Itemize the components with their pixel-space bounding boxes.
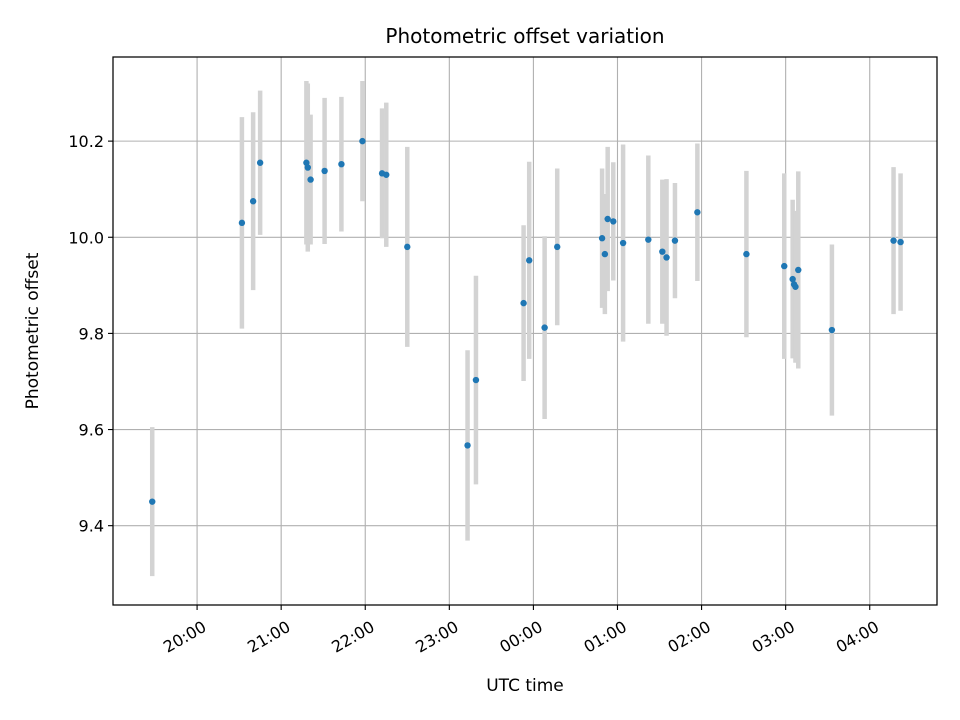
data-point [472, 376, 480, 384]
data-point [383, 171, 390, 178]
data-point [303, 159, 310, 166]
data-point [663, 254, 670, 261]
data-point [554, 243, 561, 251]
data-point [795, 266, 802, 274]
data-point [520, 299, 527, 307]
plot-frame [112, 56, 938, 606]
data-point [149, 498, 156, 505]
chart-title: Photometric offset variation [385, 24, 664, 48]
data-point [338, 160, 345, 168]
y-axis-title: Photometric offset [23, 252, 43, 409]
data-point [238, 219, 246, 227]
data-point [743, 250, 750, 258]
data-point [659, 248, 666, 255]
y-tick-label: 9.6 [79, 421, 104, 440]
data-point [792, 283, 799, 290]
data-point [610, 218, 617, 225]
data-point [828, 326, 836, 334]
y-tick-label: 10.2 [68, 132, 104, 151]
y-tick-label: 9.4 [79, 517, 104, 536]
data-point [890, 237, 897, 244]
data-point [781, 262, 788, 270]
data-point [694, 209, 701, 216]
data-points [149, 137, 904, 505]
data-point [256, 159, 264, 166]
data-point [789, 275, 796, 283]
data-point [671, 237, 679, 244]
data-point [249, 198, 257, 205]
data-point [897, 238, 904, 246]
data-point [404, 243, 411, 251]
y-axis-ticks: 9.4 9.6 9.8 10.0 10.2 [68, 132, 113, 536]
x-axis-title: UTC time [486, 676, 564, 696]
y-tick-label: 9.8 [79, 324, 104, 343]
data-point [619, 239, 627, 247]
data-point [526, 257, 533, 264]
data-point [645, 236, 652, 243]
data-point [307, 176, 314, 183]
data-point [604, 215, 611, 223]
data-point [541, 324, 548, 331]
data-point [601, 250, 609, 258]
data-point [598, 235, 606, 242]
y-tick-label: 10.0 [68, 228, 104, 247]
data-point [464, 442, 471, 449]
data-point [321, 167, 328, 175]
data-point [304, 164, 311, 171]
data-point [359, 137, 366, 145]
